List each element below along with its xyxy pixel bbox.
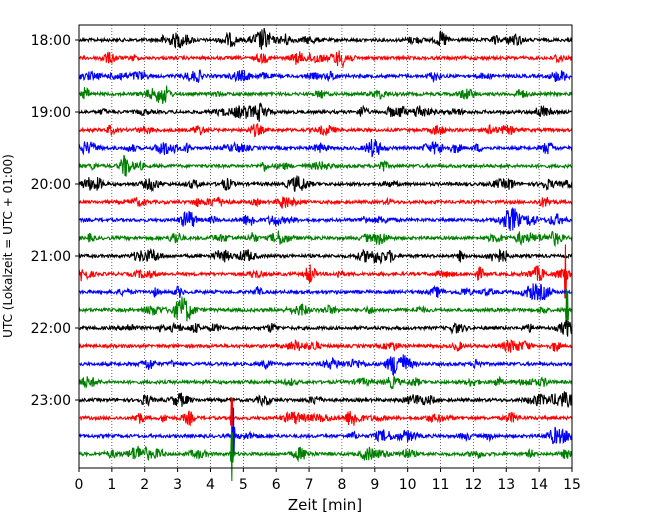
y-tick-label: 19:00 <box>31 105 71 121</box>
x-tick-label: 7 <box>305 477 314 493</box>
trace-1915 <box>78 123 573 138</box>
trace-2300 <box>78 391 573 408</box>
trace-2115 <box>78 244 573 299</box>
x-tick-label: 1 <box>107 477 116 493</box>
trace-1845 <box>78 85 573 105</box>
x-tick-label: 4 <box>206 477 215 493</box>
x-axis-label: Zeit [min] <box>288 496 362 514</box>
trace-2330 <box>78 407 573 457</box>
trace-2130 <box>78 283 573 301</box>
trace-2145 <box>78 289 573 336</box>
trace-2215 <box>78 339 573 353</box>
x-tick-label: 14 <box>530 477 548 493</box>
x-tick-label: 12 <box>464 477 482 493</box>
x-tick-label: 11 <box>432 477 450 493</box>
x-tick-label: 5 <box>239 477 248 493</box>
x-tick-label: 13 <box>497 477 515 493</box>
y-axis-label: UTC (Lokalzeit = UTC + 01:00) <box>1 154 15 338</box>
x-tick-label: 10 <box>399 477 417 493</box>
trace-2315 <box>78 397 573 448</box>
y-tick-label: 20:00 <box>31 177 71 193</box>
y-axis: 18:00 19:00 20:00 21:00 22:00 23:00 <box>31 33 79 409</box>
trace-1830 <box>78 69 573 84</box>
trace-2200 <box>78 319 573 337</box>
trace-1945 <box>78 154 573 177</box>
trace-2230 <box>78 354 573 377</box>
trace-1815 <box>78 50 573 69</box>
x-tick-label: 6 <box>272 477 281 493</box>
x-tick-label: 3 <box>173 477 182 493</box>
trace-2015 <box>78 196 573 209</box>
x-tick-label: 9 <box>370 477 379 493</box>
x-tick-label: 2 <box>140 477 149 493</box>
trace-1930 <box>78 138 573 158</box>
x-tick-label: 0 <box>75 477 84 493</box>
trace-1800 <box>78 27 573 50</box>
y-tick-label: 21:00 <box>31 249 71 265</box>
x-axis: 0 1 2 3 4 5 6 7 8 9 10 11 12 13 14 15 <box>75 468 581 493</box>
trace-2245 <box>78 375 573 390</box>
trace-2100 <box>78 247 573 265</box>
trace-2045 <box>78 230 573 248</box>
trace-1900 <box>78 102 573 122</box>
x-tick-label: 8 <box>337 477 346 493</box>
trace-2345 <box>78 432 573 481</box>
y-tick-label: 18:00 <box>31 33 71 49</box>
trace-2030 <box>78 206 573 232</box>
trace-2000 <box>78 175 573 193</box>
seismic-traces <box>78 27 573 481</box>
y-tick-label: 22:00 <box>31 321 71 337</box>
y-tick-label: 23:00 <box>31 393 71 409</box>
x-tick-label: 15 <box>563 477 581 493</box>
plot-frame <box>78 24 573 469</box>
